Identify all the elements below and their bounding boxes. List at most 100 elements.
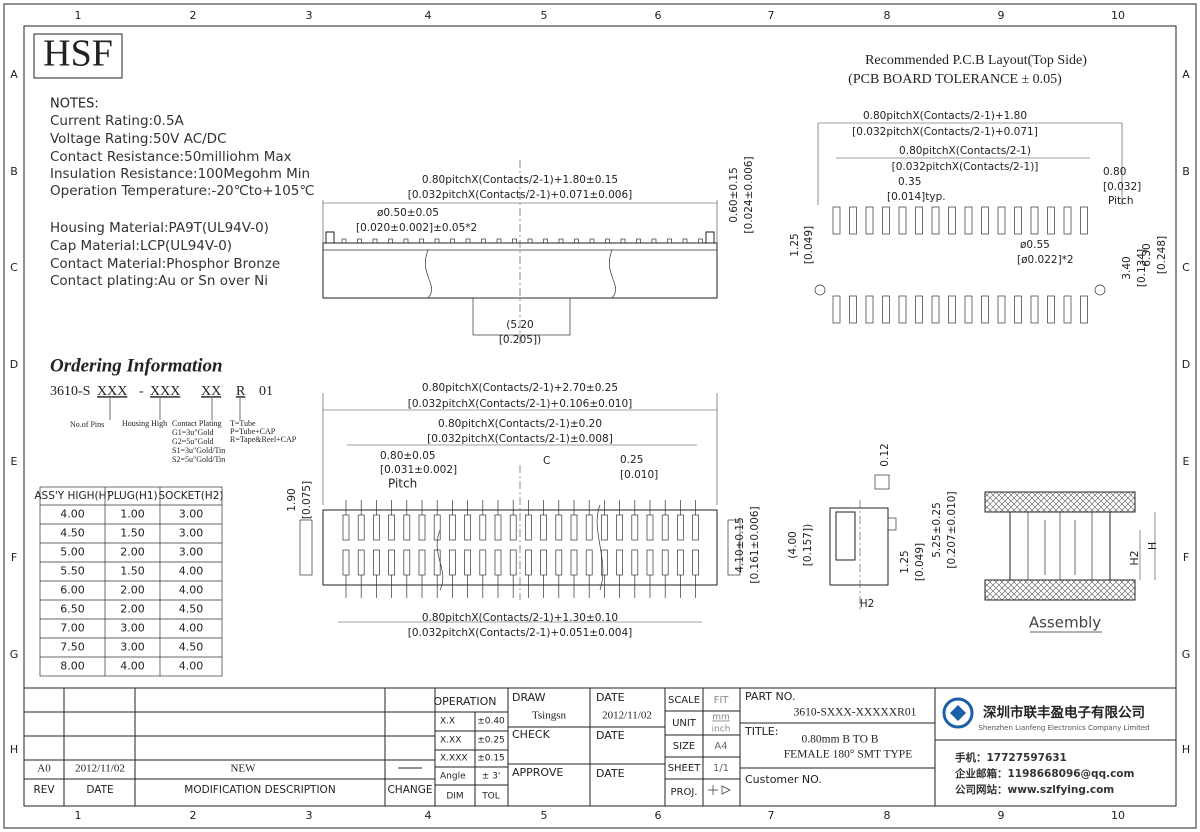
contact bbox=[433, 514, 441, 541]
order-code: 3610-S bbox=[50, 384, 90, 399]
contact bbox=[570, 514, 578, 541]
contact bbox=[677, 549, 684, 576]
column-ref: 1 bbox=[75, 9, 82, 22]
hole bbox=[1094, 284, 1106, 296]
dimension: [0.134] bbox=[1136, 249, 1148, 287]
dimension: Pitch bbox=[388, 477, 417, 491]
logo: HSF bbox=[43, 33, 113, 75]
table-cell: 3.00 bbox=[179, 546, 204, 559]
row-ref: A bbox=[1182, 68, 1190, 81]
contact bbox=[449, 549, 456, 576]
tolerance: ± 3' bbox=[482, 772, 501, 782]
pad bbox=[948, 206, 956, 235]
row-ref: G bbox=[1182, 648, 1191, 661]
dimension: [0.207±0.010] bbox=[946, 491, 958, 568]
pad bbox=[1014, 206, 1022, 235]
assembly-view bbox=[984, 491, 1156, 633]
side-view bbox=[322, 160, 718, 345]
pin bbox=[543, 238, 548, 244]
tb-label: UNIT bbox=[672, 718, 697, 729]
column-ref: 8 bbox=[884, 809, 891, 822]
contact bbox=[601, 514, 608, 541]
column-ref: 9 bbox=[998, 9, 1005, 22]
pad bbox=[964, 206, 973, 235]
dimension: 0.80pitchX(Contacts/2-1)+2.70±0.25 bbox=[422, 382, 618, 394]
note-line: Housing Material:PA9T(UL94V-0) bbox=[50, 220, 269, 236]
revision-cell: NEW bbox=[230, 763, 256, 775]
order-code: XX bbox=[201, 384, 221, 399]
column-ref: 2 bbox=[190, 809, 197, 822]
column-ref: 6 bbox=[655, 809, 662, 822]
dimension: 0.12 bbox=[879, 443, 891, 466]
contact bbox=[479, 514, 487, 541]
contact bbox=[433, 549, 441, 576]
option-label: No.of Pins bbox=[70, 420, 104, 429]
dimension: [0.032pitchX(Contacts/2-1)+0.051±0.004] bbox=[408, 627, 633, 639]
pin bbox=[574, 238, 579, 244]
table-cell: 6.50 bbox=[60, 603, 85, 616]
tolerance: ±0.25 bbox=[477, 736, 505, 746]
contact bbox=[464, 549, 471, 576]
tb-value: 1/1 bbox=[713, 763, 729, 774]
contact bbox=[525, 514, 532, 541]
contact bbox=[373, 514, 380, 541]
contact bbox=[555, 514, 563, 541]
tb-label: DATE bbox=[596, 767, 625, 780]
contact bbox=[418, 549, 426, 576]
company-name: 深圳市联丰盈电子有限公司 bbox=[983, 704, 1145, 721]
pad bbox=[997, 295, 1006, 324]
pad bbox=[931, 295, 940, 324]
logo-box bbox=[33, 33, 123, 79]
dimension: 0.80pitchX(Contacts/2-1)±0.20 bbox=[438, 418, 602, 430]
tb-label: SCALE bbox=[668, 695, 700, 706]
column-ref: 9 bbox=[998, 809, 1005, 822]
table-cell: 4.00 bbox=[179, 622, 204, 635]
end-view bbox=[829, 474, 897, 610]
tolerance: X.XX bbox=[440, 736, 461, 746]
dimension: [0.205]) bbox=[499, 334, 541, 346]
contact bbox=[631, 549, 639, 576]
table-cell: 3.00 bbox=[179, 527, 204, 540]
option-label: T=Tube bbox=[230, 419, 256, 428]
revision-header: CHANGE bbox=[387, 784, 432, 796]
dimension: H bbox=[1146, 542, 1159, 550]
dimension: [0.049] bbox=[803, 226, 815, 264]
tb-value: FIT bbox=[714, 695, 730, 706]
contact bbox=[373, 549, 380, 576]
contact bbox=[388, 514, 395, 541]
dimension: 0.80±0.05 bbox=[380, 450, 436, 462]
table-cell: 1.50 bbox=[120, 527, 145, 540]
pad bbox=[981, 295, 989, 324]
pad bbox=[832, 206, 841, 235]
dimension: 0.80pitchX(Contacts/2-1) bbox=[899, 145, 1031, 157]
pad bbox=[1030, 206, 1039, 235]
pin bbox=[357, 238, 362, 244]
table-cell: 4.00 bbox=[179, 565, 204, 578]
column-ref: 7 bbox=[768, 809, 775, 822]
tb-label: PART NO. bbox=[745, 690, 795, 703]
table-cell: 5.50 bbox=[60, 565, 85, 578]
row-ref: G bbox=[10, 648, 19, 661]
contact bbox=[525, 549, 532, 576]
tb-value: Tsingsn bbox=[532, 710, 567, 722]
contact bbox=[692, 514, 699, 541]
note-line: Insulation Resistance:100Megohm Min bbox=[50, 166, 310, 182]
tb-value: A4 bbox=[714, 741, 727, 752]
note-line: Contact plating:Au or Sn over Ni bbox=[50, 273, 268, 289]
column-ref: 7 bbox=[768, 9, 775, 22]
contact bbox=[357, 549, 365, 576]
pad bbox=[1063, 295, 1072, 324]
tb-label: TITLE: bbox=[744, 725, 778, 738]
table-cell: 1.00 bbox=[120, 508, 145, 521]
table-header: SOCKET(H2) bbox=[159, 490, 224, 502]
pcb-subtitle: (PCB BOARD TOLERANCE ± 0.05) bbox=[848, 72, 1062, 87]
column-ref: 1 bbox=[75, 809, 82, 822]
note-line: Cap Material:LCP(UL94V-0) bbox=[50, 238, 232, 254]
dimension: 1.25 bbox=[789, 233, 801, 256]
row-ref: E bbox=[1183, 455, 1190, 468]
pin bbox=[620, 238, 626, 244]
table-cell: 4.00 bbox=[60, 508, 85, 521]
dimension: [0.049] bbox=[914, 543, 926, 581]
dimension: [0.032pitchX(Contacts/2-1)±0.008] bbox=[427, 433, 613, 445]
